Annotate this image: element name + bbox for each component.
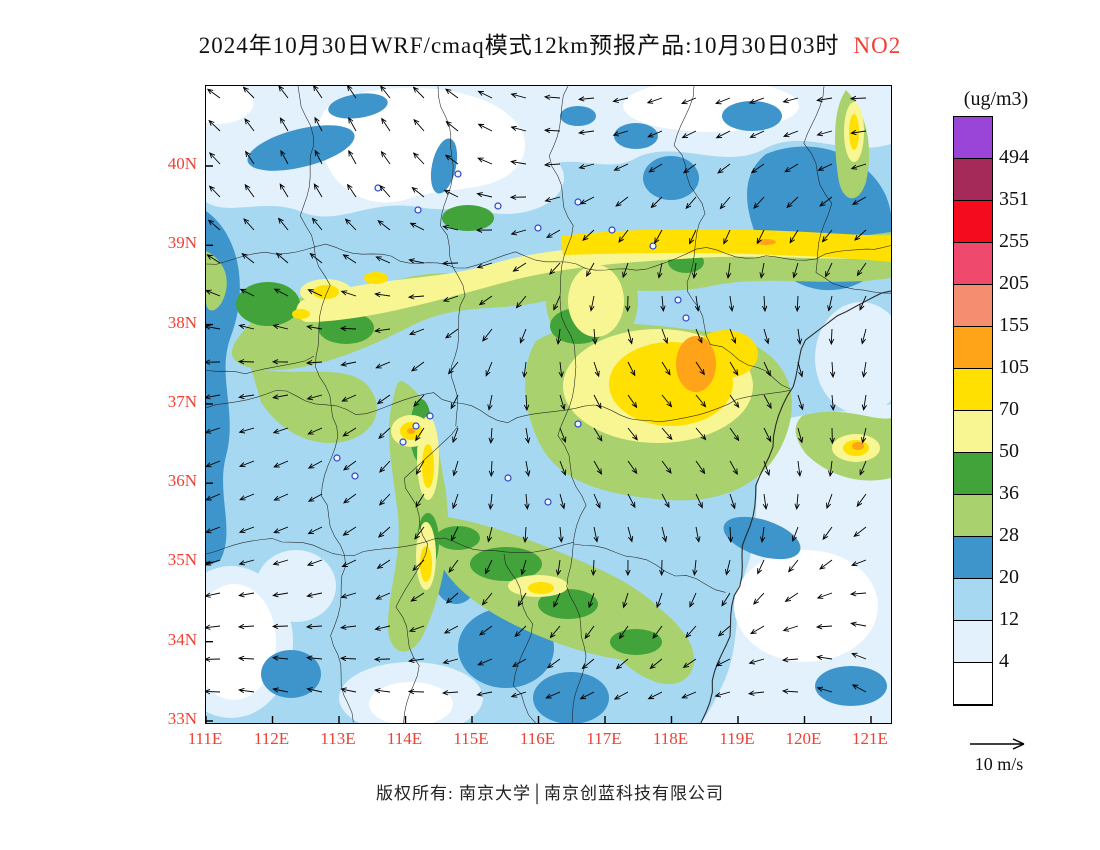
colorbar-level-label: 351 <box>999 188 1029 210</box>
lat-label: 36N <box>167 471 197 491</box>
concentration-field <box>206 86 891 723</box>
colorbar-cell <box>954 453 992 495</box>
colorbar-level-label: 12 <box>999 608 1019 630</box>
wind-reference-arrow-icon <box>970 738 1025 750</box>
lat-label: 37N <box>167 391 197 411</box>
lat-label: 33N <box>167 709 197 729</box>
city-markers <box>333 170 690 506</box>
lon-label: 115E <box>453 729 489 748</box>
axis-tick-marks <box>206 165 872 723</box>
colorbar-cell <box>954 537 992 579</box>
colorbar-level-label: 4 <box>999 650 1009 672</box>
colorbar-level-label: 155 <box>999 314 1029 336</box>
colorbar-level-label: 28 <box>999 524 1019 546</box>
colorbar-cell <box>954 369 992 411</box>
colorbar-level-label: 36 <box>999 482 1019 504</box>
colorbar-cell <box>954 663 992 705</box>
map-frame <box>205 85 892 724</box>
colorbar-units: (ug/m3) <box>963 88 1029 110</box>
colorbar-cell <box>954 327 992 369</box>
colorbar-cell <box>954 495 992 537</box>
lon-label: 118E <box>652 729 689 748</box>
lon-label: 117E <box>586 729 622 748</box>
plot-title: 2024年10月30日WRF/cmaq模式12km预报产品:10月30日03时 N… <box>0 26 1100 60</box>
plot-title-species: NO2 <box>853 33 902 58</box>
colorbar-level-label: 205 <box>999 272 1029 294</box>
plot-title-text: 2024年10月30日WRF/cmaq模式12km预报产品:10月30日03时 <box>198 33 840 58</box>
colorbar-level-label: 20 <box>999 566 1019 588</box>
lon-label: 121E <box>852 729 888 748</box>
colorbar-level-label: 70 <box>999 398 1019 420</box>
wind-reference-label: 10 m/s <box>974 754 1024 774</box>
lon-label: 119E <box>719 729 755 748</box>
colorbar <box>953 116 993 706</box>
colorbar-level-label: 494 <box>999 146 1029 168</box>
lon-label: 112E <box>253 729 290 748</box>
lon-label: 111E <box>187 729 223 748</box>
colorbar-cell <box>954 411 992 453</box>
lat-label: 35N <box>167 550 197 570</box>
lon-label: 114E <box>386 729 423 748</box>
colorbar-level-label: 50 <box>999 440 1019 462</box>
wind-reference: 10 m/s <box>944 733 1054 775</box>
lat-label: 39N <box>167 233 197 253</box>
colorbar-level-label: 105 <box>999 356 1029 378</box>
colorbar-cell <box>954 579 992 621</box>
copyright: 版权所有: 南京大学│南京创蓝科技有限公司 <box>375 784 725 803</box>
colorbar-cell <box>954 159 992 201</box>
colorbar-cell <box>954 201 992 243</box>
colorbar-cell <box>954 285 992 327</box>
colorbar-cell <box>954 243 992 285</box>
colorbar-level-label: 255 <box>999 230 1029 252</box>
admin-boundaries <box>206 86 891 723</box>
lat-label: 38N <box>167 312 197 332</box>
lon-label: 120E <box>785 729 822 748</box>
colorbar-cell <box>954 117 992 159</box>
lat-label: 40N <box>167 154 197 173</box>
map-canvas <box>206 86 891 723</box>
lon-label: 116E <box>519 729 556 748</box>
lon-label: 113E <box>320 729 356 748</box>
colorbar-cell <box>954 621 992 663</box>
wind-vector-arrows <box>206 86 867 700</box>
lat-label: 34N <box>167 629 197 649</box>
